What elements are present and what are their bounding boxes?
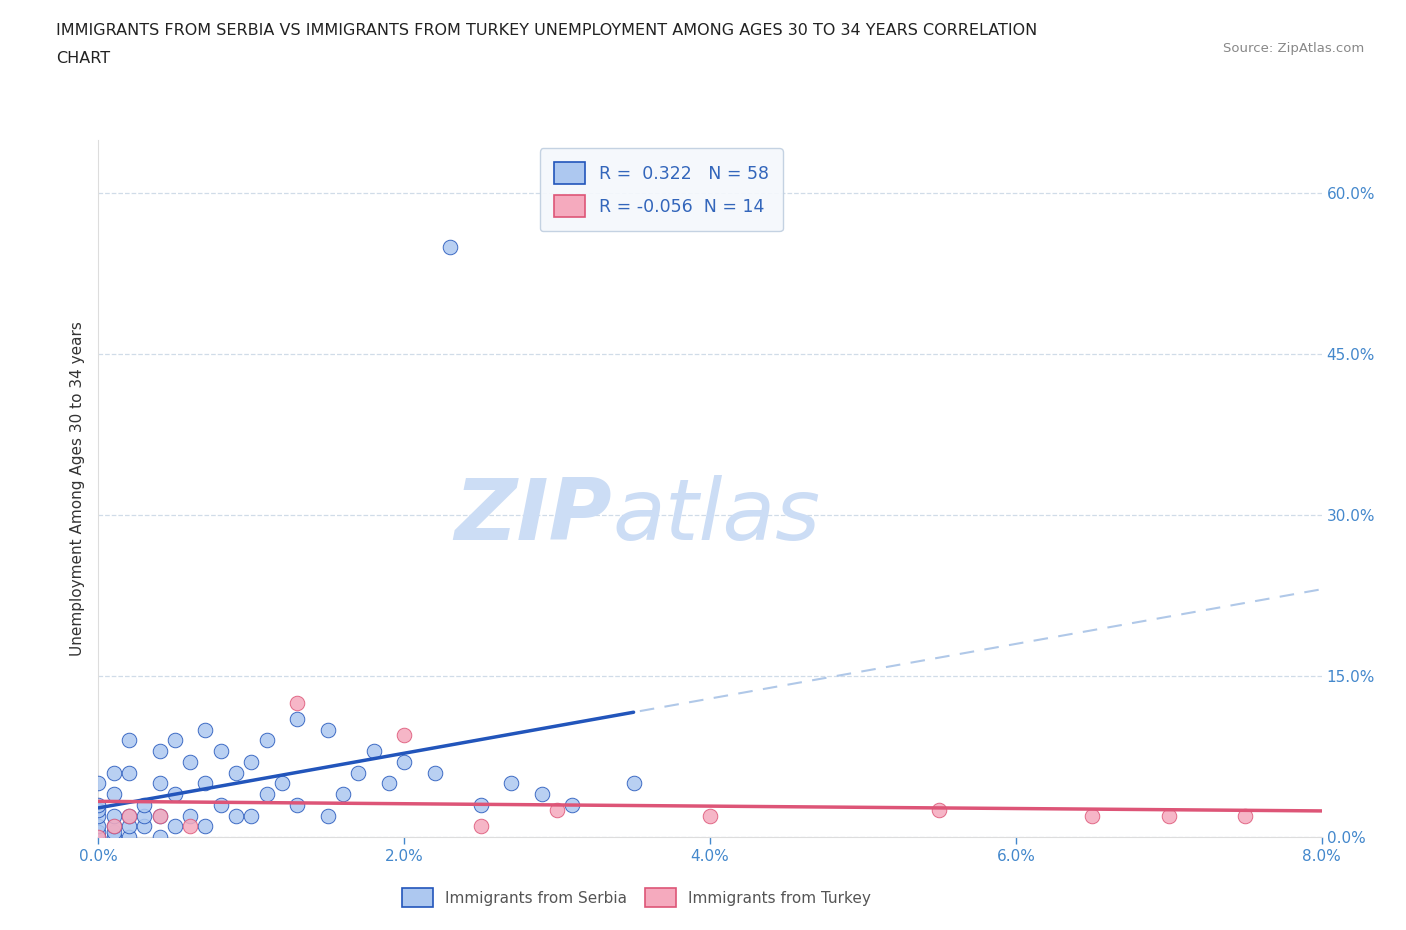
Point	[103, 818, 125, 833]
Point	[470, 818, 492, 833]
Y-axis label: Unemployment Among Ages 30 to 34 years: Unemployment Among Ages 30 to 34 years	[69, 321, 84, 656]
Point	[699, 808, 721, 823]
Point	[179, 818, 201, 833]
Point	[134, 818, 156, 833]
Point	[501, 776, 523, 790]
Point	[561, 797, 583, 812]
Point	[149, 808, 172, 823]
Point	[1157, 808, 1180, 823]
Point	[118, 733, 141, 748]
Point	[179, 808, 201, 823]
Text: ZIP: ZIP	[454, 474, 612, 558]
Point	[285, 696, 308, 711]
Point	[1081, 808, 1104, 823]
Text: atlas: atlas	[612, 474, 820, 558]
Point	[118, 765, 141, 780]
Point	[928, 803, 950, 817]
Point	[256, 733, 278, 748]
Point	[87, 830, 110, 844]
Point	[316, 723, 339, 737]
Point	[87, 818, 110, 833]
Point	[470, 797, 492, 812]
Point	[149, 830, 172, 844]
Point	[225, 808, 247, 823]
Point	[546, 803, 568, 817]
Point	[103, 818, 125, 833]
Point	[149, 776, 172, 790]
Point	[530, 787, 553, 802]
Point	[240, 808, 263, 823]
Point	[392, 727, 416, 742]
Point	[194, 723, 217, 737]
Point	[194, 818, 217, 833]
Point	[1234, 808, 1257, 823]
Point	[118, 808, 141, 823]
Text: Source: ZipAtlas.com: Source: ZipAtlas.com	[1223, 42, 1364, 55]
Point	[103, 824, 125, 839]
Point	[118, 830, 141, 844]
Point	[118, 818, 141, 833]
Point	[103, 765, 125, 780]
Point	[87, 776, 110, 790]
Point	[270, 776, 294, 790]
Point	[149, 744, 172, 759]
Point	[240, 754, 263, 769]
Point	[87, 824, 110, 839]
Point	[225, 765, 247, 780]
Point	[378, 776, 401, 790]
Point	[163, 787, 186, 802]
Legend: Immigrants from Serbia, Immigrants from Turkey: Immigrants from Serbia, Immigrants from …	[396, 883, 877, 913]
Point	[347, 765, 370, 780]
Point	[316, 808, 339, 823]
Point	[439, 239, 461, 254]
Point	[163, 733, 186, 748]
Point	[134, 797, 156, 812]
Point	[285, 711, 308, 726]
Point	[118, 808, 141, 823]
Point	[149, 808, 172, 823]
Point	[423, 765, 446, 780]
Text: CHART: CHART	[56, 51, 110, 66]
Point	[392, 754, 416, 769]
Point	[103, 808, 125, 823]
Point	[87, 797, 110, 812]
Point	[87, 803, 110, 817]
Point	[163, 818, 186, 833]
Point	[194, 776, 217, 790]
Point	[87, 830, 110, 844]
Point	[285, 797, 308, 812]
Point	[103, 787, 125, 802]
Point	[103, 830, 125, 844]
Point	[209, 744, 232, 759]
Point	[363, 744, 385, 759]
Point	[209, 797, 232, 812]
Point	[623, 776, 645, 790]
Point	[332, 787, 354, 802]
Point	[87, 808, 110, 823]
Point	[179, 754, 201, 769]
Point	[134, 808, 156, 823]
Point	[256, 787, 278, 802]
Text: IMMIGRANTS FROM SERBIA VS IMMIGRANTS FROM TURKEY UNEMPLOYMENT AMONG AGES 30 TO 3: IMMIGRANTS FROM SERBIA VS IMMIGRANTS FRO…	[56, 23, 1038, 38]
